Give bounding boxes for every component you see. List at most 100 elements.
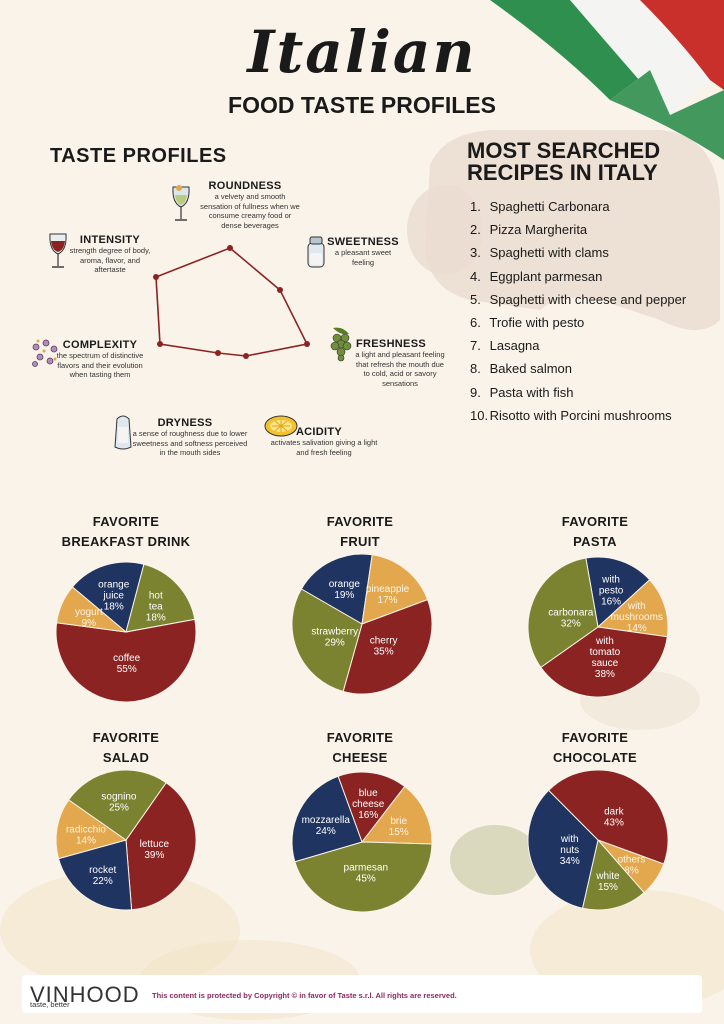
trait-name: ROUNDNESS (208, 180, 282, 192)
pie-slice (527, 789, 599, 909)
recipe-number: 10. (470, 407, 489, 423)
taste-profiles-title: TASTE PROFILES (50, 145, 227, 167)
pie-slice (337, 771, 406, 844)
pie-slice (56, 586, 128, 633)
pie-slice (67, 769, 167, 841)
pie-title-breakfast: FAVORITE BREAKFAST DRINK (26, 512, 226, 552)
pie-slice-value: 8% (624, 865, 639, 876)
pie-slice-value: 45% (356, 874, 376, 885)
list-item: 4. Eggplant parmesan (470, 268, 686, 291)
pie-slice (57, 839, 133, 911)
sugar-jar-icon (307, 236, 325, 268)
pie-slice (527, 557, 599, 669)
pie-slice (55, 618, 197, 703)
trait-intensity: INTENSITY strength degree of body, aroma… (68, 234, 152, 275)
trait-desc: a velvety and smooth sensation of fullne… (200, 192, 300, 230)
italian-flag-ribbon (490, 0, 724, 160)
list-item: 5. Spaghetti with cheese and pepper (470, 291, 686, 314)
pie-title-chocolate: FAVORITE CHOCOLATE (495, 728, 695, 768)
pie-slice (361, 785, 433, 845)
pie-title-line1: FAVORITE (92, 730, 160, 745)
trait-acidity: ACIDITY activates salivation giving a li… (244, 426, 394, 457)
pie-slice (581, 838, 645, 911)
list-item: 3. Spaghetti with clams (470, 244, 686, 267)
pie-slice-label: white (595, 871, 620, 882)
pie-slice-label: coffee (113, 653, 140, 664)
list-item: 2. Pizza Margherita (470, 221, 686, 244)
pie-slice (125, 563, 196, 633)
lemon-icon (264, 415, 298, 437)
pie-slice-value: 34% (560, 856, 580, 867)
pie-slice-value: 15% (598, 882, 618, 893)
pie-title-line1: FAVORITE (561, 514, 629, 529)
recipe-name: Spaghetti Carbonara (489, 199, 610, 214)
pie-slice-value: 38% (595, 669, 615, 680)
pie-slice-label: rocket (89, 865, 116, 876)
pie-slice (547, 769, 669, 865)
logo-tagline: taste, better (30, 1000, 70, 1009)
pie-slice-label: brie (390, 816, 407, 827)
trait-sweetness: SWEETNESS a pleasant sweet feeling (288, 236, 438, 267)
pie-slice-label: mozzarella (302, 815, 351, 826)
pie-slice (540, 626, 668, 698)
trait-name: DRYNESS (157, 417, 213, 429)
recipe-number: 2. (470, 222, 481, 238)
pie-slice-value: 29% (325, 638, 345, 649)
pie-slice-label: with nuts (560, 834, 579, 856)
recipe-name: Baked salmon (489, 361, 573, 377)
pie-title-line1: FAVORITE (326, 730, 394, 745)
pie-slice-label: parmesan (344, 863, 388, 874)
pie-slice (71, 561, 145, 633)
pie-slice-value: 19% (334, 590, 354, 601)
recipe-number: 7. (470, 338, 481, 354)
pie-slice-label: cherry (370, 635, 398, 646)
wine-glass-icon (172, 185, 190, 221)
pie-slice (300, 553, 373, 625)
list-item: 7. Lasagna (470, 337, 686, 360)
pie-slice-label: lettuce (140, 839, 170, 850)
pie-title-pasta: FAVORITE PASTA (495, 512, 695, 552)
recipe-name: Spaghetti with cheese and pepper (489, 291, 687, 307)
trait-roundness: ROUNDNESS a velvety and smooth sensation… (170, 180, 320, 230)
pie-slice (291, 775, 363, 863)
pie-slice (361, 554, 429, 625)
pie-slice-label: hot tea (149, 590, 163, 612)
recipe-name: Trofie with pesto (489, 314, 585, 330)
pie-slice-label: orange juice (98, 579, 130, 601)
trait-complexity: COMPLEXITY the spectrum of distinctive f… (52, 339, 148, 380)
trait-freshness: FRESHNESS a light and pleasant feeling t… (316, 338, 466, 388)
pie-slice-value: 39% (144, 850, 164, 861)
list-item: 1. Spaghetti Carbonara (470, 198, 686, 221)
list-item: 8. Baked salmon (470, 360, 686, 383)
trait-name: FRESHNESS (356, 338, 426, 350)
trait-name: ACIDITY (295, 426, 343, 438)
pie-title-line2: FRUIT (340, 534, 380, 549)
list-item: 9. Pasta with fish (470, 384, 686, 407)
recipe-name: Risotto with Porcini mushrooms (489, 407, 672, 423)
taste-profile-polygon (153, 245, 310, 359)
recipe-number: 1. (470, 199, 481, 214)
trait-dryness: DRYNESS a sense of roughness due to lowe… (110, 417, 260, 458)
pie-slice-value: 22% (93, 876, 113, 887)
page-title: Italian (247, 18, 477, 86)
pie-slice-value: 14% (627, 623, 647, 634)
pie-slice-label: radicchio (66, 825, 106, 836)
pie-slice-label: others (618, 854, 646, 865)
pie-slice (291, 588, 363, 693)
recipe-number: 3. (470, 245, 481, 261)
red-wine-icon (49, 233, 67, 268)
recipe-number: 6. (470, 314, 481, 330)
pie-slice-value: 25% (109, 803, 129, 814)
trait-desc: a sense of roughness due to lower sweetn… (132, 429, 248, 457)
recipe-number: 5. (470, 291, 481, 307)
recipe-name: Spaghetti with clams (489, 245, 609, 261)
trait-desc: a pleasant sweet feeling (334, 248, 392, 267)
pie-slice-value: 35% (374, 646, 394, 657)
recipe-number: 9. (470, 384, 481, 400)
recipe-number: 8. (470, 361, 481, 377)
grapes-icon (330, 327, 352, 362)
pie-slice-label: orange (329, 579, 361, 590)
